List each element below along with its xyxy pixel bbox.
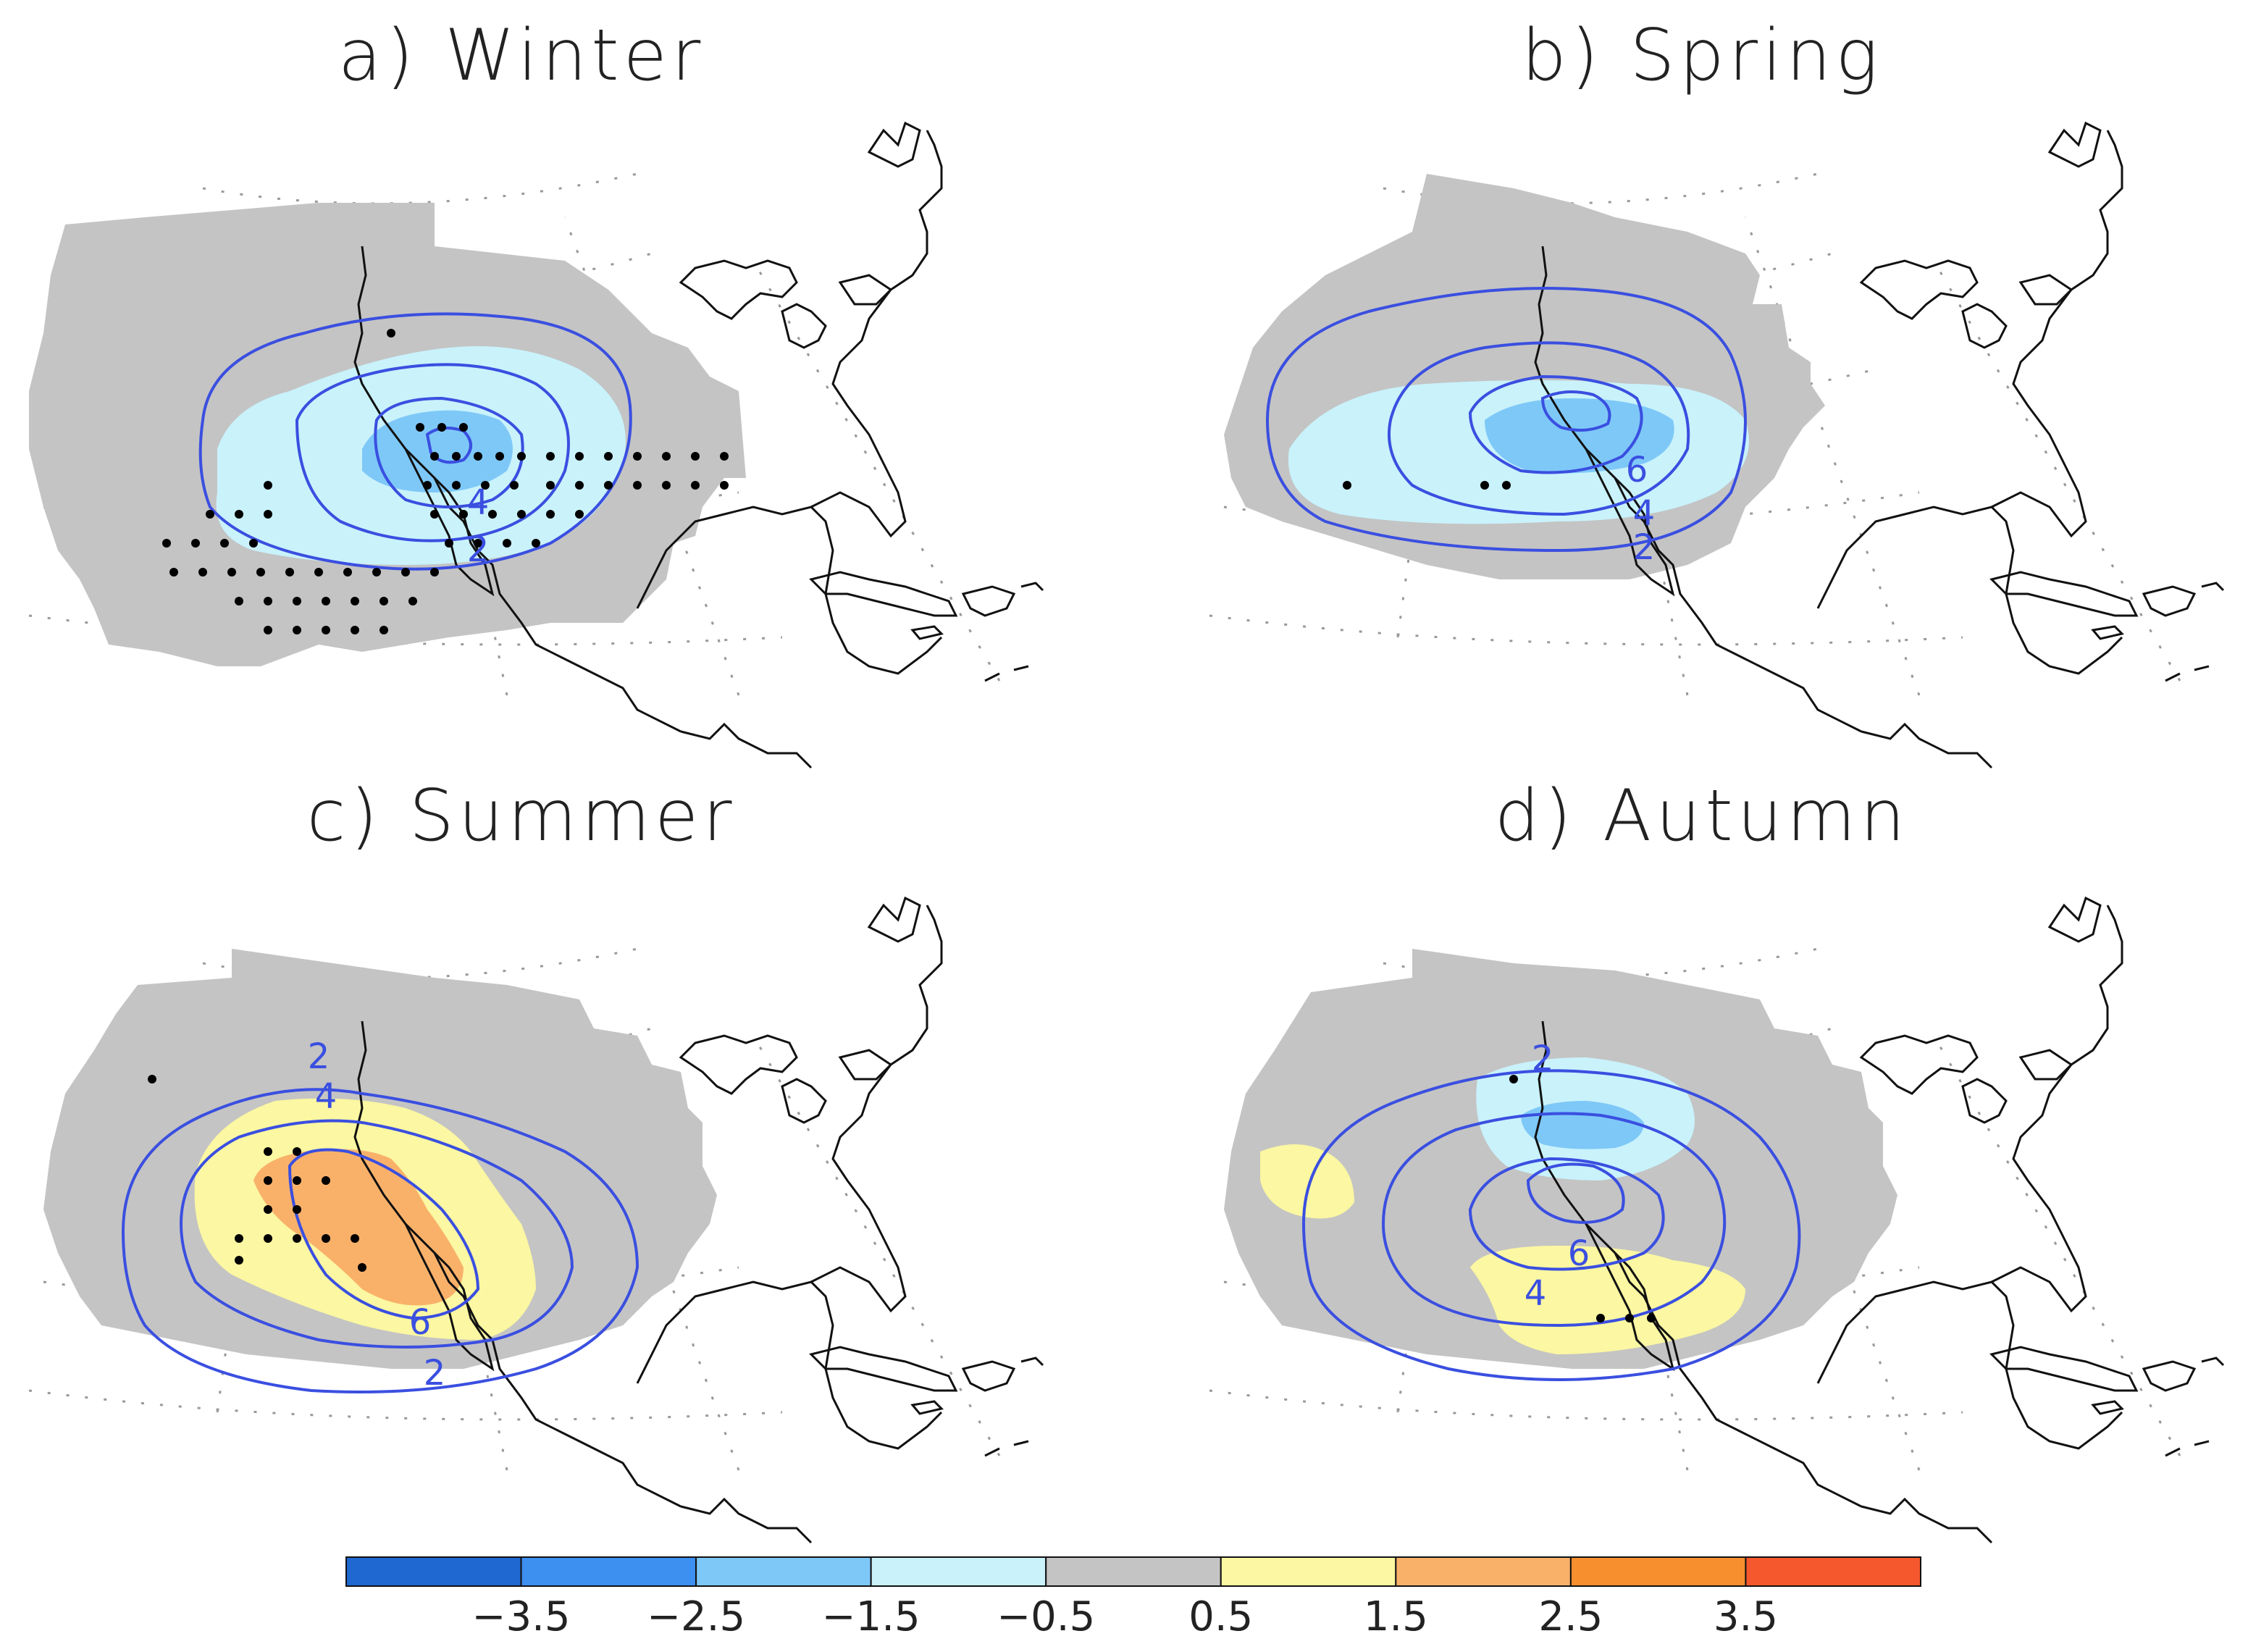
- contour-winter-2: [295, 363, 570, 542]
- contour-label-autumn-6: 6: [1568, 1233, 1590, 1274]
- panel-title-autumn: d) Autumn: [1494, 775, 1910, 858]
- colorbar-swatch: [345, 1556, 522, 1587]
- shade-yellow-autumn-south: [1470, 1246, 1745, 1354]
- panel-autumn: 2 6 4: [1208, 897, 2225, 1544]
- colorbar-swatch: [1745, 1556, 1921, 1587]
- stippling-winter: [162, 329, 729, 634]
- contour-winter-3: [374, 396, 524, 508]
- contour-label-summer-2-bottom: 2: [424, 1353, 446, 1393]
- contour-label-autumn-4: 4: [1524, 1273, 1547, 1314]
- stippling-summer: [148, 1075, 366, 1272]
- shade-blue-spring: [1485, 398, 1674, 474]
- contour-autumn-3: [1468, 1157, 1665, 1271]
- colorbar-swatch: [695, 1556, 872, 1587]
- contour-label-spring-4: 4: [1633, 493, 1656, 534]
- panel-spring: 6 4 2: [1208, 122, 2225, 769]
- contour-spring-3: [1468, 374, 1643, 474]
- colorbar-swatch: [520, 1556, 697, 1587]
- contour-winter-1: [198, 312, 632, 571]
- contour-label-spring-6: 6: [1626, 450, 1648, 490]
- colorbar-tick-label: −1.5: [821, 1593, 920, 1640]
- colorbar-swatch: [1220, 1556, 1397, 1587]
- colorbar-tick-label: 3.5: [1713, 1593, 1778, 1640]
- colorbar-tick-label: −0.5: [997, 1593, 1096, 1640]
- contour-autumn-2: [1381, 1112, 1727, 1328]
- colorbar-tick-label: 2.5: [1538, 1593, 1603, 1640]
- contour-summer-2: [179, 1119, 574, 1349]
- colorbar-swatch: [1569, 1556, 1747, 1587]
- contour-autumn-1: [1301, 1069, 1801, 1381]
- panel-summer: 2 4 6 2: [28, 897, 1044, 1544]
- panel-title-winter: a) Winter: [337, 14, 705, 97]
- shade-orange-summer: [253, 1149, 464, 1306]
- colorbar-swatch: [870, 1556, 1047, 1587]
- colorbar-tick-label: 1.5: [1363, 1593, 1428, 1640]
- contour-label-winter-2: 2: [467, 529, 490, 570]
- contour-label-summer-6: 6: [409, 1302, 432, 1343]
- panel-winter: 4 2: [28, 122, 1044, 769]
- colorbar-tick-label: 0.5: [1188, 1593, 1254, 1640]
- contour-summer-3: [288, 1148, 480, 1320]
- panel-title-spring: b) Spring: [1521, 14, 1883, 97]
- contour-label-autumn-2: 2: [1532, 1039, 1554, 1079]
- colorbar-swatch: [1045, 1556, 1222, 1587]
- panel-title-summer: c) Summer: [306, 775, 737, 858]
- stippling-spring: [1343, 481, 1511, 490]
- colorbar-swatch: [1395, 1556, 1572, 1587]
- stippling-autumn: [1509, 1075, 1656, 1322]
- shade-yellow-autumn-west: [1260, 1144, 1354, 1219]
- contour-label-summer-2-top: 2: [308, 1036, 330, 1077]
- colorbar-tick-label: −3.5: [471, 1593, 571, 1640]
- contour-label-spring-2: 2: [1633, 527, 1656, 568]
- contour-label-summer-4: 4: [315, 1076, 337, 1117]
- contour-summer-1: [121, 1088, 639, 1393]
- contour-autumn-4: [1526, 1162, 1625, 1224]
- shade-blue-winter: [362, 410, 513, 492]
- contour-spring-4: [1540, 390, 1611, 432]
- colorbar: [345, 1556, 1921, 1587]
- contour-label-winter-4: 4: [467, 482, 490, 523]
- colorbar-tick-label: −2.5: [647, 1593, 746, 1640]
- contour-spring-2: [1388, 341, 1690, 516]
- contour-spring-1: [1265, 287, 1747, 553]
